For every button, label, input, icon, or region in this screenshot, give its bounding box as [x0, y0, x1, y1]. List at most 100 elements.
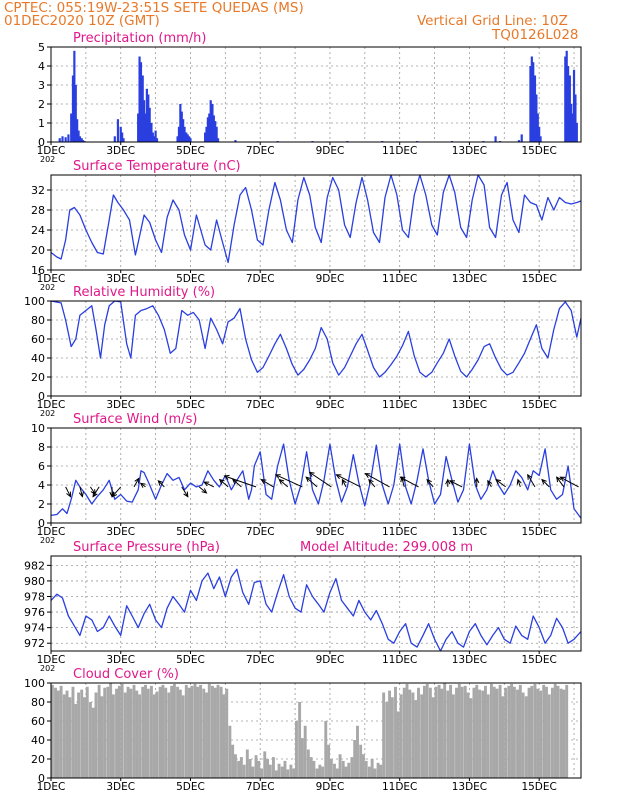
cloud-bar [556, 685, 560, 778]
cloud-bar [385, 702, 389, 778]
wind-vector [517, 479, 521, 488]
pressure-panel: 972 974 976 978 980 982 1DEC 3DEC 5DEC 7DEC 9DEC 11… [24, 540, 582, 673]
cloud-bar [248, 759, 252, 778]
cloud-bar [120, 683, 124, 778]
wind-vector [79, 486, 83, 497]
precip-ytick-label: 1 [38, 117, 45, 130]
rh-year-label: 202 [40, 409, 55, 418]
precip-bar [141, 75, 144, 142]
cloud-bar [219, 686, 223, 778]
rh-series-line [50, 300, 582, 378]
cloud-bar [88, 702, 92, 778]
cloud-bar [312, 760, 316, 778]
cloud-bar [50, 684, 54, 778]
wind-vector [401, 477, 405, 488]
precip-bar [58, 138, 61, 142]
wind-vector-head [139, 482, 146, 488]
wind-vector-head [183, 491, 189, 498]
wind-vector [495, 479, 506, 488]
wind-frame [50, 427, 582, 524]
rh-panel: 0 20 40 60 80 100 1DEC 3DEC 5DEC 7DEC 9DEC 11DEC 13D… [24, 285, 582, 418]
cloud-bar [321, 766, 325, 778]
temp-year-label: 202 [40, 283, 55, 292]
cloud-xtick-label: 7DEC [246, 781, 275, 793]
precip-bar [215, 126, 218, 142]
cloud-bar [187, 687, 191, 778]
wind-vector-head [556, 476, 562, 483]
cloud-bar [132, 684, 136, 778]
cloud-bar [65, 690, 69, 778]
cloud-bar [402, 687, 406, 778]
wind-ytick-label: 8 [38, 441, 45, 454]
cloud-bar [521, 692, 525, 778]
precip-bar [151, 132, 154, 142]
temp-xtick-label: 11DEC [382, 273, 417, 285]
pressure-xtick-label: 11DEC [382, 654, 417, 666]
wind-vector-head [495, 478, 501, 485]
precip-bar [67, 134, 70, 142]
pressure-xtick-label: 3DEC [106, 654, 135, 666]
cloud-bar [286, 769, 290, 778]
cloud-bar [446, 690, 450, 778]
cloud-ytick-label: 20 [31, 753, 45, 766]
cloud-bar [135, 690, 139, 778]
precip-bar [144, 113, 147, 142]
cloud-bar [202, 688, 206, 778]
cloud-bar [344, 766, 348, 778]
rh-xtick-label: 11DEC [382, 399, 417, 411]
precip-bar [533, 75, 537, 142]
precip-bar [568, 75, 571, 142]
cloud-bar [141, 686, 145, 778]
wind-vector-head [157, 479, 164, 486]
cloud-bar [501, 696, 505, 778]
precip-ytick-label: 5 [38, 41, 45, 54]
run-datetime: 01DEC2020 10Z (GMT) [4, 13, 160, 29]
cloud-bar [149, 685, 153, 778]
cloud-bar [289, 764, 293, 778]
precip-xtick-label: 7DEC [246, 145, 275, 157]
wind-vector-head [426, 478, 432, 485]
wind-xtick-label: 3DEC [106, 526, 135, 538]
wind-vector-head [559, 476, 566, 482]
wind-vector [309, 471, 332, 488]
rh-xtick-label: 9DEC [316, 399, 345, 411]
wind-xtick-label: 13DEC [452, 526, 487, 538]
cloud-bar [533, 683, 537, 778]
pressure-series-line [50, 568, 582, 652]
wind-vector [336, 474, 361, 488]
wind-xtick-label: 11DEC [382, 526, 417, 538]
precip-bar [187, 136, 191, 142]
cloud-bar [222, 694, 226, 778]
wind-vector [203, 481, 215, 488]
wind-vector [219, 479, 229, 488]
cloud-bar [274, 770, 278, 778]
pressure-year-label: 202 [40, 664, 55, 673]
wind-vector-head [134, 477, 140, 484]
cloud-bar [382, 692, 386, 778]
wind-vector [92, 486, 100, 497]
precip-bar [517, 140, 521, 142]
cloud-bar [126, 686, 130, 778]
precip-bar [77, 130, 80, 142]
cloud-bar [524, 696, 528, 778]
temp-ytick-label: 20 [31, 244, 45, 257]
precip-ytick-label: 3 [38, 79, 45, 92]
precip-ytick-label: 2 [38, 98, 45, 111]
precip-bar [538, 126, 541, 142]
cloud-bar [449, 684, 453, 778]
cloud-bar [170, 685, 174, 778]
precip-bar [142, 100, 146, 142]
rh-ytick-label: 100 [24, 295, 45, 308]
cloud-bar [85, 686, 89, 778]
product-code: TQ0126L028 [492, 27, 579, 43]
precip-bar [234, 140, 237, 142]
temp-xtick-label: 15DEC [521, 273, 556, 285]
pressure-ytick-label: 978 [24, 590, 45, 603]
precip-title: Precipitation (mm/h) [73, 31, 206, 46]
cloud-bar [463, 685, 467, 778]
precip-bar [78, 136, 82, 142]
wind-series-line [50, 443, 582, 519]
cloud-ytick-label: 0 [38, 772, 45, 785]
wind-title: Surface Wind (m/s) [73, 412, 197, 427]
wind-vector-head [448, 480, 456, 486]
